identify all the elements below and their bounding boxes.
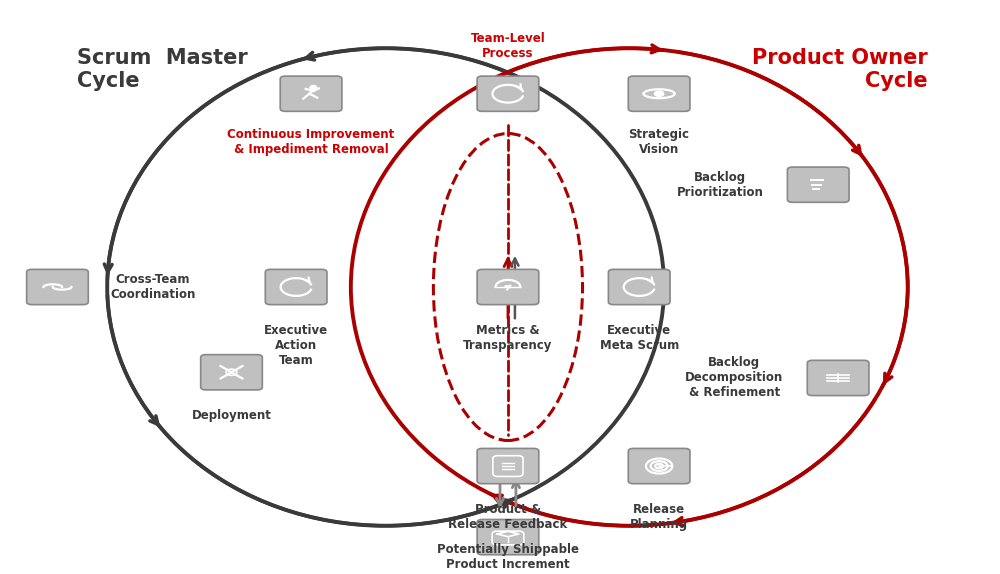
- Bar: [811, 184, 822, 185]
- FancyBboxPatch shape: [280, 76, 342, 111]
- Text: Executive
Action
Team: Executive Action Team: [264, 324, 328, 367]
- FancyBboxPatch shape: [265, 269, 327, 305]
- FancyBboxPatch shape: [27, 269, 88, 305]
- Text: Scrum  Master
Cycle: Scrum Master Cycle: [77, 48, 248, 91]
- Text: Metrics &
Transparency: Metrics & Transparency: [463, 324, 553, 352]
- Bar: [810, 179, 824, 181]
- Text: Potentially Shippable
Product Increment: Potentially Shippable Product Increment: [437, 543, 579, 571]
- Text: Backlog
Decomposition
& Refinement: Backlog Decomposition & Refinement: [685, 356, 783, 400]
- Text: Release
Planning: Release Planning: [630, 503, 688, 531]
- FancyBboxPatch shape: [608, 269, 670, 305]
- FancyBboxPatch shape: [807, 360, 869, 395]
- Text: Cross-Team
Coordination: Cross-Team Coordination: [110, 273, 196, 301]
- Text: Strategic
Vision: Strategic Vision: [629, 128, 690, 156]
- FancyBboxPatch shape: [628, 448, 690, 484]
- FancyBboxPatch shape: [477, 448, 539, 484]
- FancyBboxPatch shape: [787, 167, 849, 202]
- FancyBboxPatch shape: [628, 76, 690, 111]
- Text: Product &
Release Feedback: Product & Release Feedback: [448, 503, 568, 531]
- Text: Executive
Meta Scrum: Executive Meta Scrum: [600, 324, 679, 352]
- FancyBboxPatch shape: [201, 355, 262, 390]
- Text: Continuous Improvement
& Impediment Removal: Continuous Improvement & Impediment Remo…: [227, 128, 395, 156]
- Text: Backlog
Prioritization: Backlog Prioritization: [677, 170, 764, 199]
- FancyBboxPatch shape: [477, 76, 539, 111]
- Text: Deployment: Deployment: [192, 409, 271, 422]
- Text: Product Owner
Cycle: Product Owner Cycle: [752, 48, 928, 91]
- FancyBboxPatch shape: [477, 269, 539, 305]
- Circle shape: [310, 86, 317, 90]
- FancyBboxPatch shape: [477, 519, 539, 554]
- Text: Team-Level
Process: Team-Level Process: [471, 32, 545, 60]
- Circle shape: [654, 91, 664, 96]
- Bar: [812, 188, 820, 190]
